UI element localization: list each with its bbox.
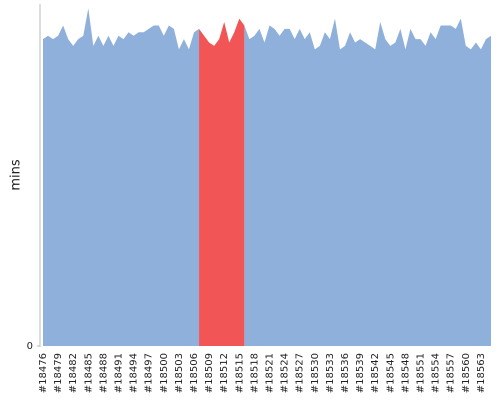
x-tick-label: #18521 [265, 353, 276, 393]
x-tick-label: #18533 [325, 353, 336, 393]
x-tick-label: #18554 [431, 353, 442, 393]
x-tick-label: #18503 [174, 353, 185, 393]
x-tick-label: #18530 [310, 353, 321, 393]
x-tick-label: #18557 [446, 353, 457, 393]
x-tick-label: #18515 [234, 353, 245, 393]
x-tick-label: #18491 [114, 353, 125, 393]
x-tick-label: #18545 [385, 353, 396, 393]
area [43, 8, 200, 346]
x-tick-label: #18518 [249, 353, 260, 393]
area [199, 18, 245, 346]
x-tick-label: #18479 [53, 353, 64, 393]
x-tick-label: #18500 [159, 353, 170, 393]
x-tick-label: #18512 [219, 353, 230, 393]
x-tick-label: #18494 [129, 353, 140, 393]
x-tick-label: #18476 [38, 353, 49, 393]
area [244, 18, 491, 346]
x-tick-label: #18482 [68, 353, 79, 393]
x-tick-label: #18560 [461, 353, 472, 393]
x-tick-label: #18485 [83, 353, 94, 393]
y-axis-label: mins [9, 159, 24, 191]
x-tick-label: #18527 [295, 353, 306, 393]
x-tick-label: #18488 [98, 353, 109, 393]
x-tick-label: #18548 [400, 353, 411, 393]
x-tick-label: #18536 [340, 353, 351, 393]
x-tick-label: #18539 [355, 353, 366, 393]
y-tick-label: 0 [27, 341, 33, 352]
x-tick-label: #18542 [370, 353, 381, 393]
x-tick-label: #18506 [189, 353, 200, 393]
x-tick-label: #18551 [416, 353, 427, 393]
x-tick-label: #18509 [204, 353, 215, 393]
x-tick-label: #18497 [144, 353, 155, 393]
x-tick-label: #18563 [476, 353, 487, 393]
x-tick-label: #18524 [280, 353, 291, 393]
